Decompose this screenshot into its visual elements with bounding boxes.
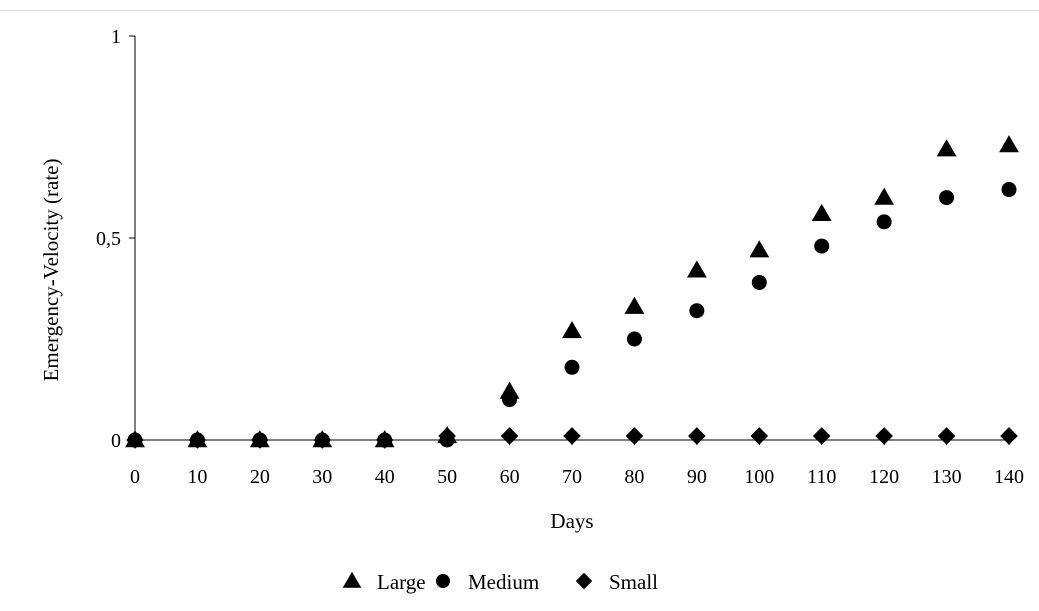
x-tick-label: 120 xyxy=(869,466,899,488)
x-tick-label: 40 xyxy=(375,466,395,488)
y-axis-title: Emergency-Velocity (rate) xyxy=(39,159,63,382)
medium-point xyxy=(689,303,705,319)
large-point xyxy=(686,260,707,278)
legend-item-large: Large xyxy=(342,570,426,594)
medium-point xyxy=(751,274,767,290)
large-point xyxy=(749,240,770,258)
large-point xyxy=(999,135,1019,153)
x-tick-label: 30 xyxy=(312,466,332,488)
medium-point xyxy=(626,331,642,347)
small-point xyxy=(251,431,269,449)
small-point xyxy=(875,427,893,445)
medium-point xyxy=(939,190,955,206)
x-tick-label: 60 xyxy=(500,466,520,488)
x-tick-label: 100 xyxy=(744,466,774,488)
small-point xyxy=(313,431,332,449)
series-small xyxy=(126,427,1018,449)
small-point xyxy=(500,427,519,445)
x-tick-label: 110 xyxy=(807,466,836,488)
y-tick-label: 1 xyxy=(111,26,121,48)
x-tick-label: 50 xyxy=(437,466,457,488)
large-point xyxy=(562,321,582,339)
small-point xyxy=(188,431,207,449)
small-point xyxy=(563,427,581,445)
small-point xyxy=(1000,427,1018,445)
large-point xyxy=(811,203,832,221)
x-tick-label: 130 xyxy=(932,466,962,488)
tick-labels: 00,510 10 20 30 40 50 60 70 80 90 100 110 120 130 140 xyxy=(96,26,1024,488)
medium-point xyxy=(564,359,580,375)
small-point xyxy=(937,427,956,445)
series-medium xyxy=(127,182,1017,448)
top-divider xyxy=(0,10,1039,11)
small-point xyxy=(625,427,644,445)
axes xyxy=(129,35,1010,445)
large-point xyxy=(874,187,895,205)
large-point xyxy=(936,139,957,157)
x-tick-label: 90 xyxy=(687,466,707,488)
legend-marker-medium xyxy=(436,574,450,588)
legend: Large Medium Small xyxy=(342,570,658,594)
x-tick-label: 20 xyxy=(250,466,270,488)
small-point xyxy=(750,427,769,445)
large-point xyxy=(624,296,645,314)
small-point xyxy=(375,431,394,449)
medium-point xyxy=(1001,182,1017,198)
legend-label-large: Large xyxy=(377,570,426,594)
medium-point xyxy=(502,392,518,408)
medium-point xyxy=(876,214,892,230)
small-point xyxy=(126,431,144,449)
y-tick-label: 0,5 xyxy=(96,228,121,250)
y-tick-label: 0 xyxy=(111,430,121,452)
x-tick-label: 0 xyxy=(130,466,140,488)
small-point xyxy=(812,427,831,445)
series-large xyxy=(125,135,1019,448)
legend-marker-large xyxy=(342,571,362,588)
data-points xyxy=(125,135,1019,449)
x-tick-label: 80 xyxy=(624,466,644,488)
legend-marker-small xyxy=(575,572,593,590)
x-axis-title: Days xyxy=(550,509,593,533)
x-tick-label: 140 xyxy=(994,466,1024,488)
medium-point xyxy=(814,238,830,254)
legend-label-medium: Medium xyxy=(468,570,539,594)
legend-label-small: Small xyxy=(609,570,658,594)
x-tick-label: 10 xyxy=(187,466,207,488)
small-point xyxy=(438,427,456,445)
small-point xyxy=(688,427,706,445)
legend-item-medium: Medium xyxy=(436,570,539,594)
legend-item-small: Small xyxy=(575,570,658,594)
x-tick-label: 70 xyxy=(562,466,582,488)
